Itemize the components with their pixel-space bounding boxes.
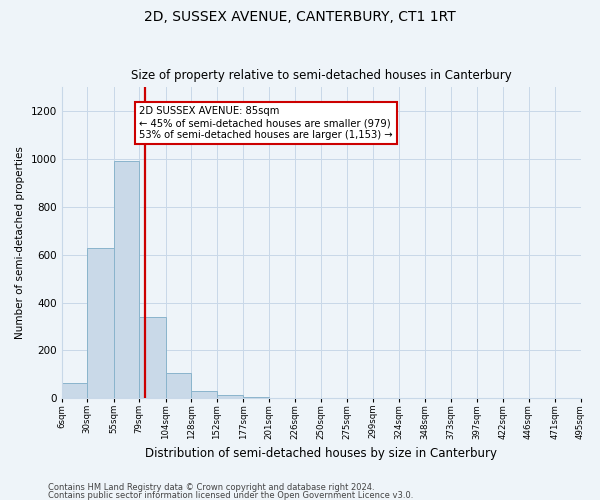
Bar xyxy=(62,382,87,398)
Bar xyxy=(166,373,191,398)
Text: 2D SUSSEX AVENUE: 85sqm
← 45% of semi-detached houses are smaller (979)
53% of s: 2D SUSSEX AVENUE: 85sqm ← 45% of semi-de… xyxy=(139,106,393,140)
Bar xyxy=(87,248,113,398)
Bar xyxy=(191,391,217,398)
Text: 2D, SUSSEX AVENUE, CANTERBURY, CT1 1RT: 2D, SUSSEX AVENUE, CANTERBURY, CT1 1RT xyxy=(144,10,456,24)
Text: Contains public sector information licensed under the Open Government Licence v3: Contains public sector information licen… xyxy=(48,490,413,500)
Text: Contains HM Land Registry data © Crown copyright and database right 2024.: Contains HM Land Registry data © Crown c… xyxy=(48,484,374,492)
Y-axis label: Number of semi-detached properties: Number of semi-detached properties xyxy=(15,146,25,339)
Bar xyxy=(243,397,269,398)
Title: Size of property relative to semi-detached houses in Canterbury: Size of property relative to semi-detach… xyxy=(131,69,511,82)
Bar xyxy=(113,162,139,398)
Bar xyxy=(217,394,243,398)
Bar xyxy=(139,317,166,398)
X-axis label: Distribution of semi-detached houses by size in Canterbury: Distribution of semi-detached houses by … xyxy=(145,447,497,460)
